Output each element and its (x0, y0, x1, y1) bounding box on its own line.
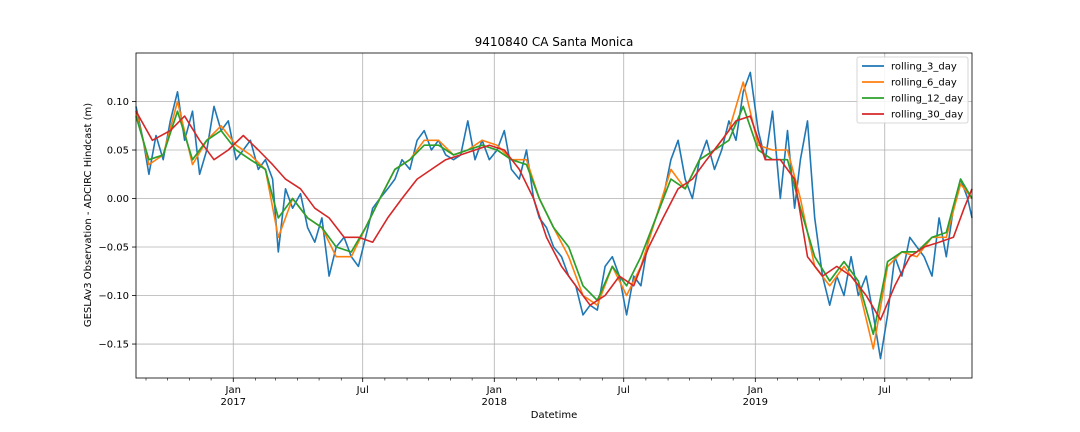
grid (136, 53, 972, 378)
legend-label: rolling_6_day (891, 78, 957, 89)
y-tick-label: 0.05 (107, 146, 129, 157)
series-line-rolling-3-day (135, 71, 973, 360)
chart-title: 9410840 CA Santa Monica (475, 35, 634, 49)
x-tick-label: Jan (747, 385, 763, 396)
y-axis-label: GESLAv3 Observation - ADCIRC Hindcast (m… (83, 103, 94, 327)
series-line-rolling-30-day (135, 110, 973, 321)
legend-label: rolling_30_day (891, 110, 963, 121)
y-tick-label: −0.05 (98, 243, 129, 254)
y-tick-label: 0.10 (107, 97, 129, 108)
x-tick-year-label: 2019 (743, 397, 768, 408)
y-tick-label: −0.15 (98, 340, 129, 351)
series-group (135, 71, 973, 360)
x-tick-year-label: 2017 (221, 397, 246, 408)
legend-label: rolling_12_day (891, 94, 963, 105)
x-tick-label: Jul (356, 385, 369, 396)
x-tick-label: Jul (617, 385, 630, 396)
y-tick-label: −0.10 (98, 291, 129, 302)
series-line-rolling-12-day (135, 105, 973, 336)
x-tick-label: Jan (486, 385, 502, 396)
y-axis: 0.10 0.05 0.00 −0.05 −0.10 −0.15 (98, 97, 136, 351)
legend: rolling_3_day rolling_6_day rolling_12_day… (856, 56, 969, 124)
x-tick-label: Jan (225, 385, 241, 396)
plot-frame (135, 52, 973, 379)
legend-label: rolling_3_day (891, 62, 957, 73)
y-tick-label: 0.00 (107, 194, 129, 205)
legend-box (856, 56, 969, 124)
x-tick-label: Jul (878, 385, 891, 396)
x-tick-year-label: 2018 (482, 397, 507, 408)
series-line-rolling-6-day (135, 81, 973, 350)
x-axis-label: Datetime (531, 410, 578, 421)
